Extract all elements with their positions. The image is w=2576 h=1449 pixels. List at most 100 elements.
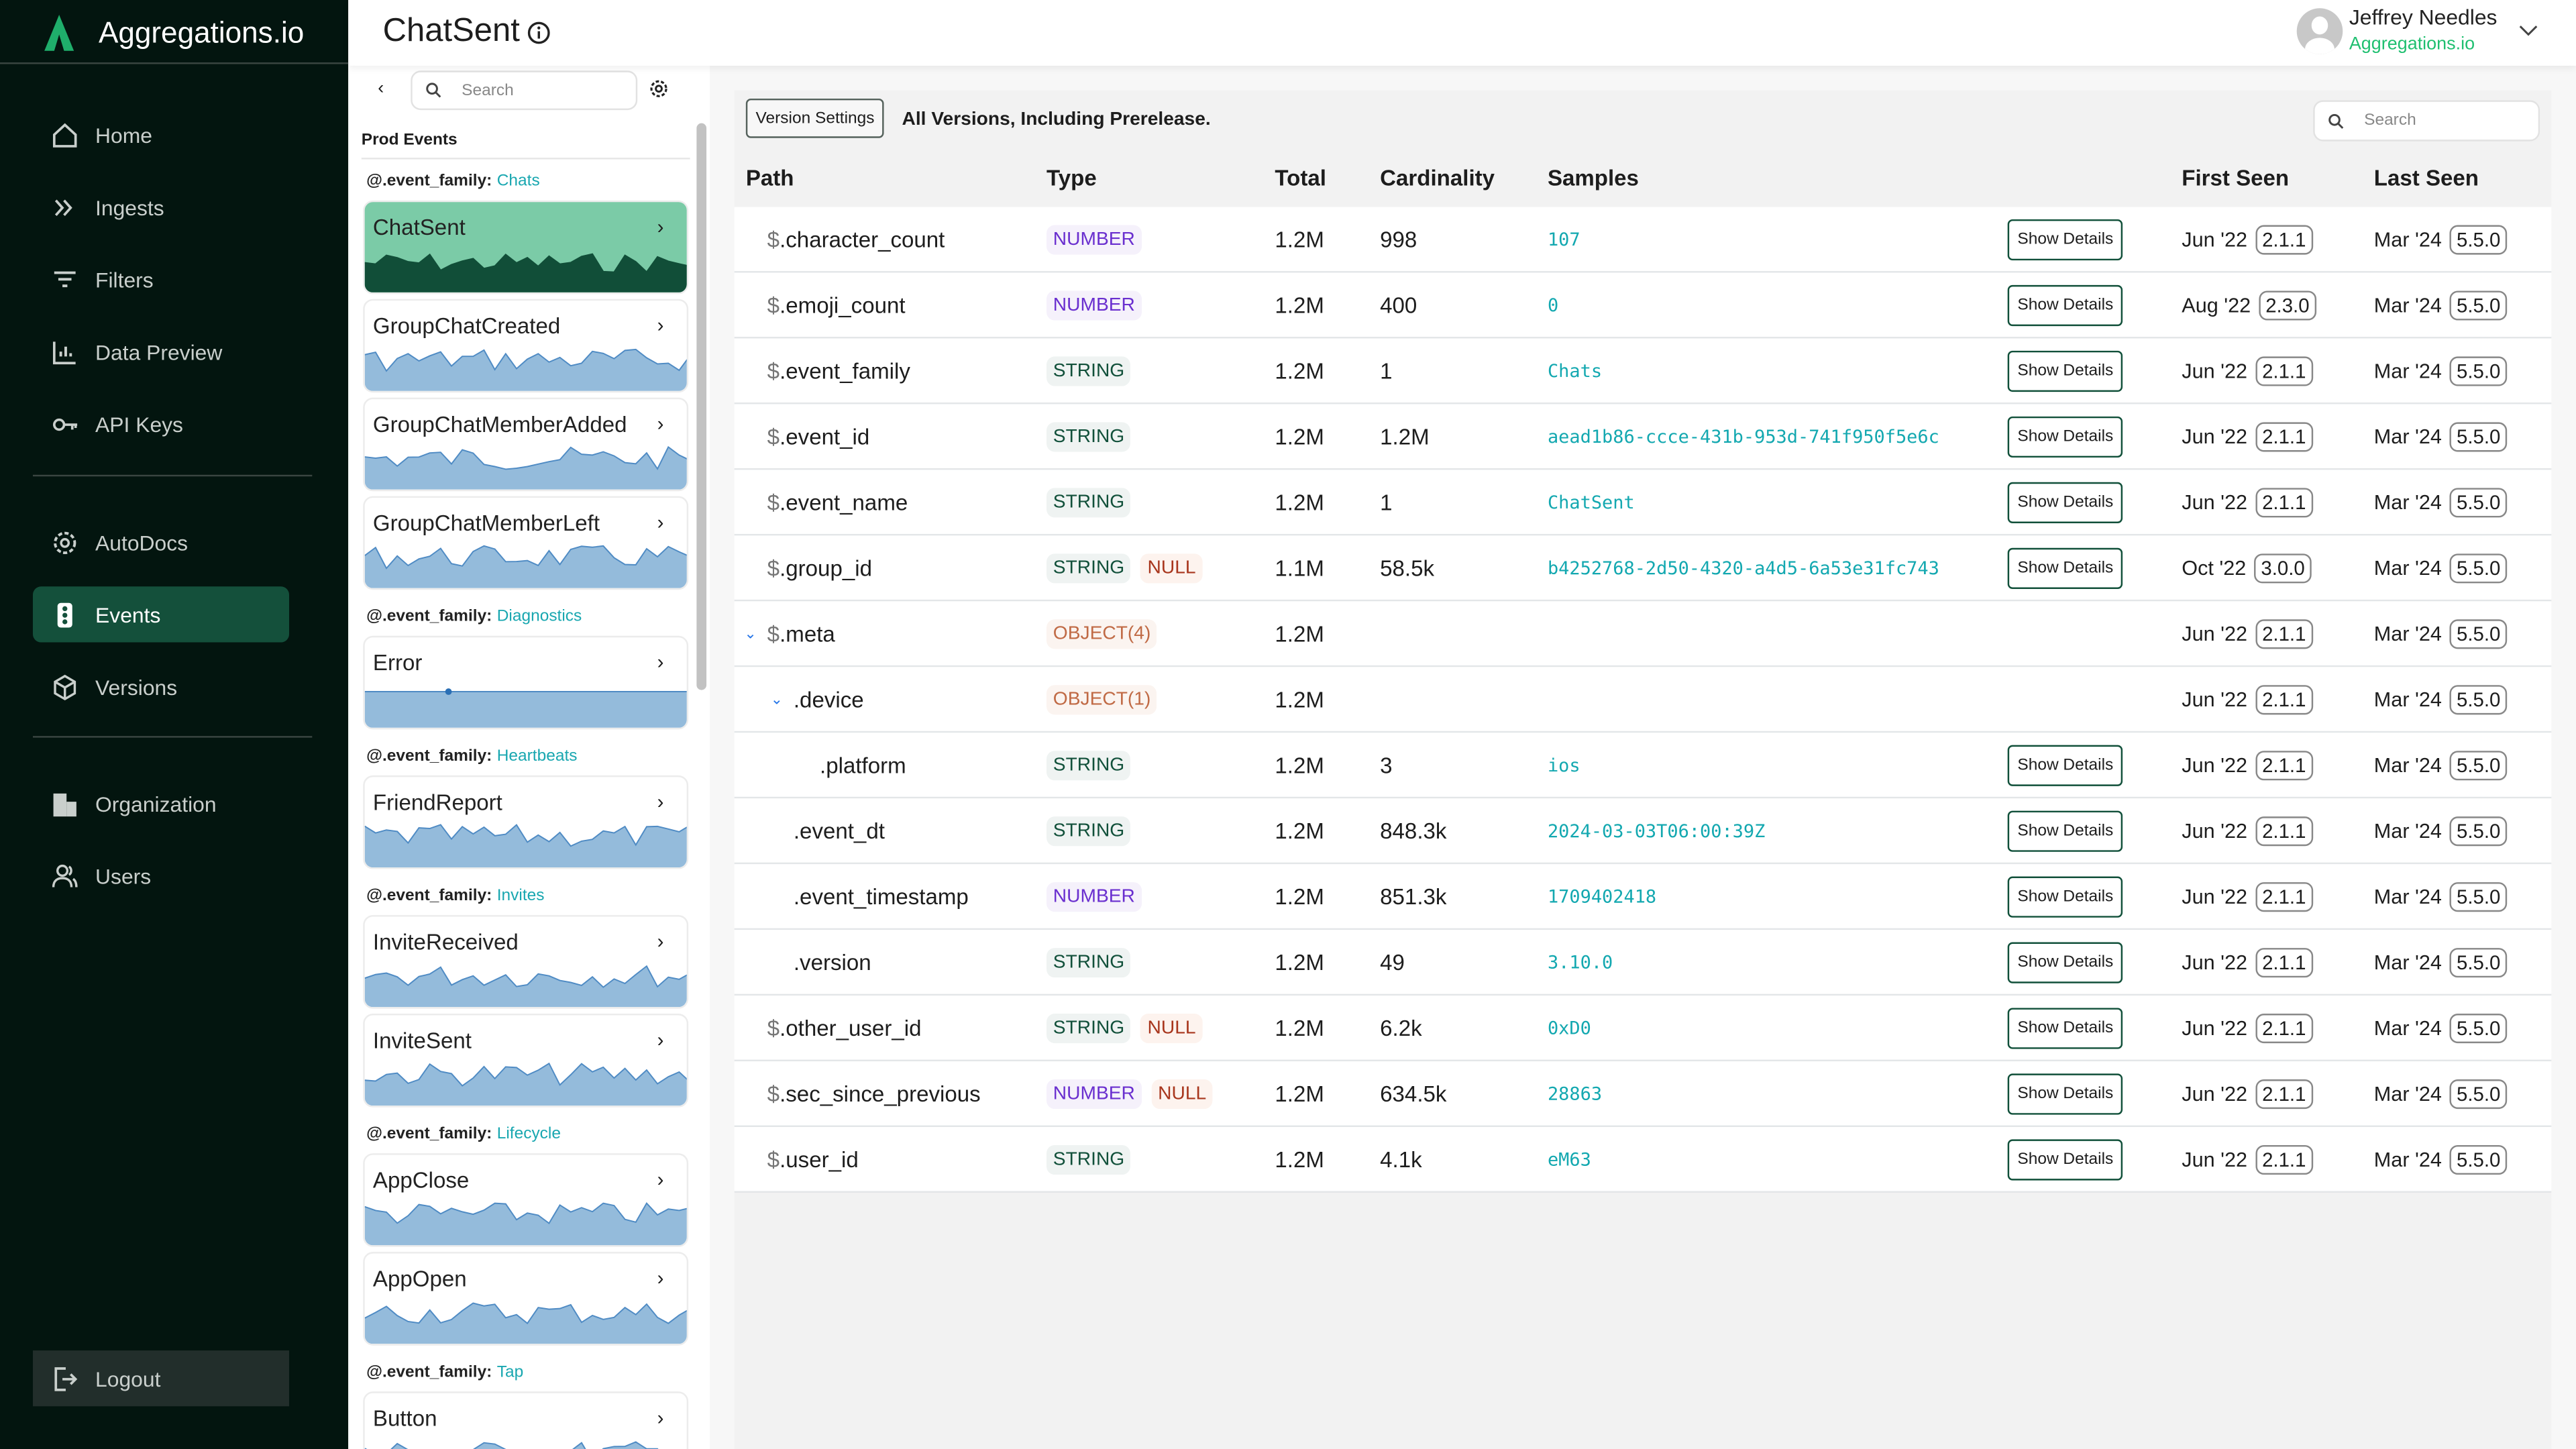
show-details-button[interactable]: Show Details [2007,744,2123,786]
last-seen: Mar '24 5.5.0 [2374,290,2508,320]
sidebar-item-events[interactable]: Events [32,586,290,643]
show-details-button[interactable]: Show Details [2007,218,2123,260]
event-family-label: @.event_family: Lifecycle [366,1126,561,1144]
family-name[interactable]: Lifecycle [496,1125,561,1144]
info-icon[interactable] [528,21,551,44]
sample-value[interactable]: 0xD0 [1547,1016,1591,1038]
sidebar-item-ingests[interactable]: Ingests [33,179,289,235]
sample-value[interactable]: eM63 [1547,1148,1591,1170]
family-name[interactable]: Tap [496,1363,524,1382]
event-card[interactable]: AppOpen › [363,1252,689,1346]
first-seen-date: Jun '22 [2182,753,2248,777]
sample-value[interactable]: 3.10.0 [1547,951,1613,973]
show-details-button[interactable]: Show Details [2007,481,2123,523]
sparkline-area [364,1203,687,1246]
show-details-button[interactable]: Show Details [2007,1138,2123,1180]
event-card[interactable]: FriendReport › [363,775,689,869]
column-header-samples[interactable]: Samples [1547,166,1639,191]
path-text: .user_id [780,1146,859,1172]
field-path: .event_timestamp [794,884,969,909]
sample-value[interactable]: ChatSent [1547,491,1635,513]
first-seen-date: Jun '22 [2182,1016,2248,1039]
column-header-cardinality[interactable]: Cardinality [1380,166,1495,191]
sample-value[interactable]: 28863 [1547,1082,1603,1104]
family-prefix: @.event_family: [366,1363,492,1382]
sidebar-item-label: Home [95,122,152,148]
sidebar-item-api-keys[interactable]: API Keys [33,396,289,451]
last-seen-version: 5.5.0 [2450,815,2508,846]
sidebar-item-filters[interactable]: Filters [33,252,289,307]
logo[interactable]: Aggregations.io [43,15,304,51]
family-name[interactable]: Heartbeats [496,747,578,766]
path-text: .emoji_count [780,292,906,317]
collapse-panel-button[interactable]: ‹ [378,78,384,99]
sample-value[interactable]: ios [1547,754,1580,775]
last-seen-version: 5.5.0 [2450,749,2508,780]
cardinality-value: 6.2k [1380,1015,1422,1040]
sidebar-item-organization[interactable]: Organization [33,775,289,831]
show-details-button[interactable]: Show Details [2007,1007,2123,1049]
expand-caret-icon[interactable]: ⌄ [744,624,757,641]
show-details-button[interactable]: Show Details [2007,1073,2123,1114]
sample-value[interactable]: 107 [1547,228,1580,250]
sidebar-item-versions[interactable]: Versions [33,659,289,714]
family-name[interactable]: Chats [496,172,540,191]
page-title-text: ChatSent [382,13,520,50]
event-card[interactable]: ChatSent › [363,200,689,294]
top-bar: ChatSent Jeffrey Needles Aggregations.io [348,0,2576,66]
show-details-button[interactable]: Show Details [2007,875,2123,917]
sidebar-item-users[interactable]: Users [33,848,289,904]
show-details-button[interactable]: Show Details [2007,350,2123,391]
show-details-button[interactable]: Show Details [2007,810,2123,851]
sample-value[interactable]: aead1b86-ccce-431b-953d-741f950f5e6c [1547,425,1939,447]
event-card[interactable]: Error › [363,635,689,730]
field-path: $.event_id [767,424,870,449]
sample-value[interactable]: 1709402418 [1547,885,1657,907]
sidebar-item-label: Users [95,863,152,888]
gear-icon[interactable] [649,79,668,99]
sidebar-item-home[interactable]: Home [33,107,289,162]
sidebar-item-autodocs[interactable]: AutoDocs [33,515,289,570]
event-card[interactable]: Button › [363,1391,689,1449]
show-details-button[interactable]: Show Details [2007,547,2123,588]
column-header-type[interactable]: Type [1046,166,1097,191]
type-tags: STRING [1046,749,1132,780]
version-settings-button[interactable]: Version Settings [745,98,885,138]
column-header-first-seen[interactable]: First Seen [2182,166,2290,191]
logout-button[interactable]: Logout [32,1350,290,1407]
family-name[interactable]: Invites [496,887,545,906]
event-card[interactable]: GroupChatCreated › [363,299,689,393]
column-header-path[interactable]: Path [745,166,794,191]
sidebar-item-data-preview[interactable]: Data Preview [33,323,289,379]
sample-value[interactable]: 0 [1547,294,1559,316]
event-search-input[interactable]: Search [411,70,638,111]
event-family-label: @.event_family: Chats [366,172,540,191]
last-seen: Mar '24 5.5.0 [2374,224,2508,254]
show-details-button[interactable]: Show Details [2007,284,2123,325]
sample-value[interactable]: 2024-03-03T06:00:39Z [1547,820,1766,841]
path-prefix: $ [767,1015,780,1040]
column-header-total[interactable]: Total [1275,166,1326,191]
show-details-button[interactable]: Show Details [2007,415,2123,457]
sample-value[interactable]: Chats [1547,360,1603,382]
event-card[interactable]: GroupChatMemberAdded › [363,397,689,492]
event-card[interactable]: AppClose › [363,1153,689,1247]
sidebar-item-label: AutoDocs [95,529,189,555]
column-header-last-seen[interactable]: Last Seen [2373,166,2479,191]
event-card[interactable]: InviteReceived › [363,915,689,1009]
user-menu[interactable]: Jeffrey Needles Aggregations.io [2296,5,2540,57]
show-details-button[interactable]: Show Details [2007,941,2123,983]
field-search-input[interactable]: Search [2313,100,2540,142]
table-row: ⌄ $.meta OBJECT(4) 1.2M Jun '22 2.1.1 Mar '24 5… [734,601,2552,667]
first-seen-version: 2.1.1 [2255,1144,2313,1174]
expand-caret-icon[interactable]: ⌄ [770,690,784,707]
event-card[interactable]: InviteSent › [363,1014,689,1108]
last-seen: Mar '24 5.5.0 [2374,881,2508,911]
scrollbar[interactable] [696,123,707,690]
last-seen-version: 5.5.0 [2450,290,2508,320]
avatar [2296,8,2343,54]
type-badge: STRING [1046,947,1132,977]
event-card[interactable]: GroupChatMemberLeft › [363,496,689,590]
family-name[interactable]: Diagnostics [496,608,582,627]
sample-value[interactable]: b4252768-2d50-4320-a4d5-6a53e31fc743 [1547,557,1939,579]
